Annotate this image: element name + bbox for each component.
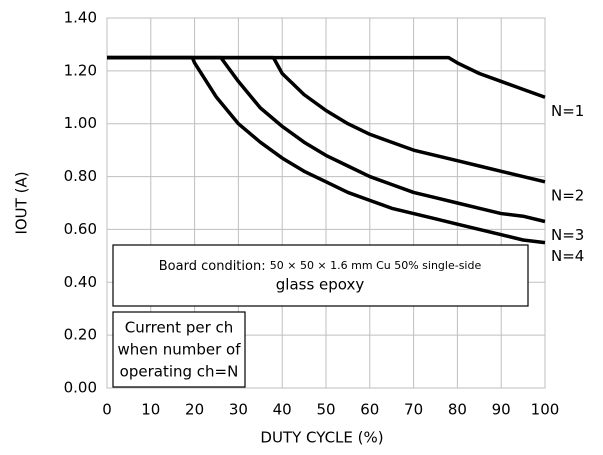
y-tick-label: 1.00 [64,114,97,132]
y-tick-label: 1.20 [64,61,97,79]
series-label: N=3 [551,226,584,244]
annotation-box [112,311,246,388]
x-tick-label: 60 [360,401,379,419]
x-tick-label: 10 [141,401,160,419]
annotation-text: 50 × 50 × 1.6 mm Cu 50% single-side [270,259,482,272]
x-tick-label: 40 [273,401,292,419]
series-line [107,55,546,99]
x-tick-label: 0 [102,401,112,419]
plot-frame [106,17,546,389]
series-line [107,55,546,184]
series-line [107,55,546,224]
x-tick-label: 20 [185,401,204,419]
series-label: N=4 [551,247,584,265]
x-tick-label: 70 [404,401,423,419]
series-label: N=1 [551,102,584,120]
y-tick-label: 0.20 [64,326,97,344]
x-tick-label: 30 [229,401,248,419]
annotation-box [112,244,529,307]
y-tick-label: 0.60 [64,220,97,238]
y-axis-label: IOUT (A) [13,171,31,234]
annotation: Board condition: 50 × 50 × 1.6 mm Cu 50%… [159,259,482,274]
y-tick-label: 0.00 [64,379,97,397]
y-tick-label: 1.40 [64,9,97,27]
y-tick-label: 0.40 [64,273,97,291]
x-tick-label: 50 [316,401,335,419]
annotation-text: glass epoxy [276,276,365,294]
annotation-text: operating ch=N [120,363,239,381]
y-tick-label: 0.80 [64,167,97,185]
annotation-text: when number of [117,341,241,359]
annotation-text: Board condition: [159,259,270,274]
series-label: N=2 [551,186,584,204]
x-axis-label: DUTY CYCLE (%) [260,429,383,447]
x-tick-label: 100 [531,401,560,419]
x-tick-label: 80 [448,401,467,419]
x-tick-label: 90 [492,401,511,419]
annotation-text: Current per ch [125,319,234,337]
series-line [107,55,546,245]
